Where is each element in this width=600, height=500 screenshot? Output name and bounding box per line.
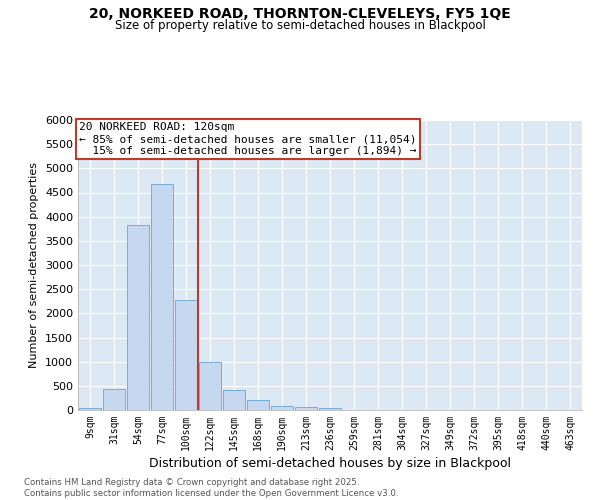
Y-axis label: Number of semi-detached properties: Number of semi-detached properties xyxy=(29,162,40,368)
Text: 20, NORKEED ROAD, THORNTON-CLEVELEYS, FY5 1QE: 20, NORKEED ROAD, THORNTON-CLEVELEYS, FY… xyxy=(89,8,511,22)
Bar xyxy=(151,184,173,410)
Bar xyxy=(79,408,101,410)
Bar xyxy=(247,400,269,410)
Bar xyxy=(271,406,293,410)
Text: Contains HM Land Registry data © Crown copyright and database right 2025.
Contai: Contains HM Land Registry data © Crown c… xyxy=(24,478,398,498)
Text: Size of property relative to semi-detached houses in Blackpool: Size of property relative to semi-detach… xyxy=(115,18,485,32)
Bar xyxy=(295,406,317,410)
Text: 20 NORKEED ROAD: 120sqm
← 85% of semi-detached houses are smaller (11,054)
  15%: 20 NORKEED ROAD: 120sqm ← 85% of semi-de… xyxy=(79,122,416,156)
Text: Distribution of semi-detached houses by size in Blackpool: Distribution of semi-detached houses by … xyxy=(149,457,511,470)
Bar xyxy=(127,226,149,410)
Bar xyxy=(223,390,245,410)
Bar xyxy=(319,408,341,410)
Bar xyxy=(199,362,221,410)
Bar xyxy=(103,389,125,410)
Bar xyxy=(175,300,197,410)
